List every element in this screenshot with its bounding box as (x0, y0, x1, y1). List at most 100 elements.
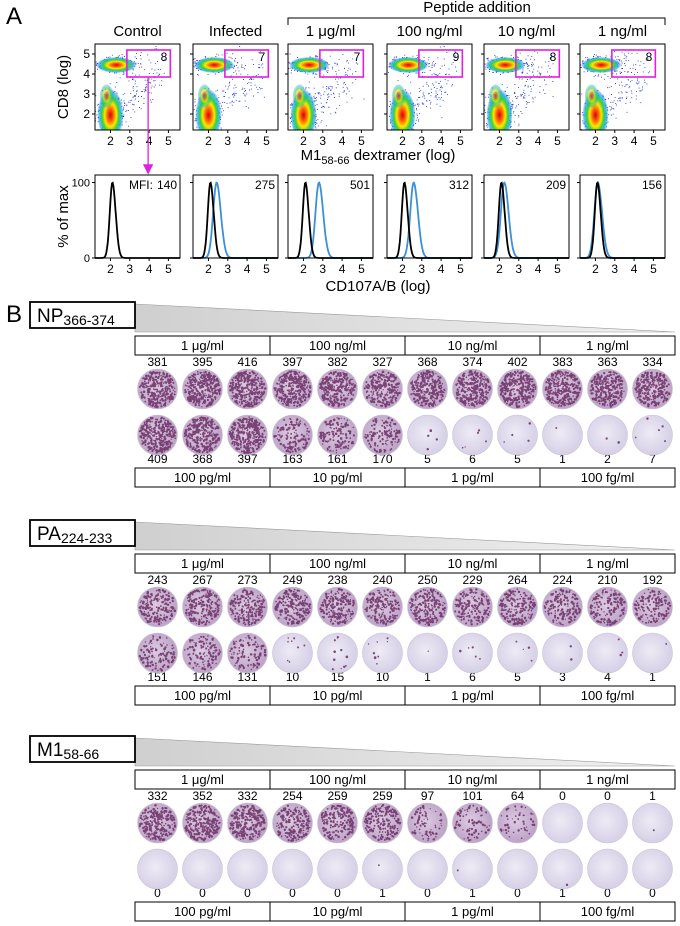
elispot-well (497, 632, 538, 674)
spot-count: 334 (642, 355, 662, 369)
elispot-spots (229, 588, 266, 626)
concentration-label: 10 ng/ml (448, 772, 498, 787)
column-title: 1 μg/ml (306, 23, 356, 40)
x-tick-label: 2 (399, 134, 406, 148)
elispot-well (542, 802, 583, 844)
elispot-well (632, 632, 673, 674)
panel-label: B (6, 301, 22, 328)
elispot-spots (455, 370, 492, 408)
elispot-well (542, 586, 583, 628)
spot-count: 4 (604, 670, 611, 684)
elispot-spots (499, 805, 536, 840)
density-cluster (485, 57, 526, 73)
elispot-spots (273, 417, 311, 454)
spot-count: 381 (147, 355, 167, 369)
concentration-label: 1 pg/ml (451, 470, 494, 485)
histogram-curve (95, 181, 180, 259)
elispot-well (497, 848, 538, 890)
y-tick-label: 4 (83, 67, 90, 81)
elispot-well (587, 802, 628, 844)
elispot-well (317, 848, 358, 890)
group-label: Peptide addition (423, 0, 531, 16)
y-axis-label: % of max (55, 185, 72, 248)
elispot-spots (183, 635, 222, 671)
elispot-well (542, 632, 583, 674)
spot-count: 0 (199, 886, 206, 900)
spot-count: 1 (469, 886, 476, 900)
concentration-label: 100 fg/ml (581, 688, 635, 703)
gate-percent: 8 (161, 50, 168, 64)
elispot-spots (138, 804, 177, 842)
peptide-box (29, 301, 136, 329)
elispot-spots (184, 804, 221, 842)
elispot-well (542, 848, 583, 890)
x-tick-label: 5 (165, 134, 172, 148)
elispot-spots (634, 371, 671, 408)
x-tick-label: 4 (146, 134, 153, 148)
spot-count: 163 (282, 452, 302, 466)
plot-frame (483, 174, 570, 259)
spot-count: 97 (421, 789, 435, 803)
x-tick-label: 4 (339, 262, 346, 276)
elispot-spots (363, 370, 401, 408)
spot-count: 243 (147, 573, 167, 587)
density-cluster (488, 84, 503, 108)
mfi-label: 501 (350, 178, 370, 192)
elispot-well (587, 414, 628, 456)
elispot-spots (320, 804, 356, 841)
spot-count: 0 (424, 886, 431, 900)
gate-percent: 8 (550, 50, 557, 64)
elispot-spots (605, 437, 620, 444)
mfi-value: 156 (642, 178, 662, 192)
concentration-label: 10 ng/ml (448, 338, 498, 353)
peptide-main: NP (37, 306, 63, 327)
x-tick-label: 5 (263, 262, 270, 276)
elispot-spots (363, 803, 402, 842)
elispot-well (632, 848, 673, 890)
spot-count: 397 (282, 355, 302, 369)
spot-count: 352 (192, 789, 212, 803)
spot-count: 6 (469, 452, 476, 466)
density-cluster (289, 57, 330, 73)
spot-count: 332 (237, 789, 257, 803)
x-axis-label-sub: 58-66 (321, 155, 349, 167)
elispot-spots (229, 634, 267, 671)
concentration-label: 1 pg/ml (451, 688, 494, 703)
spot-count: 0 (334, 886, 341, 900)
histogram-curve (387, 181, 472, 259)
spot-count: 402 (507, 355, 527, 369)
density-cluster (292, 84, 307, 108)
spot-count: 7 (649, 452, 656, 466)
dot-plot-density (193, 46, 265, 130)
elispot-well (182, 848, 223, 890)
elispot-spots (276, 804, 311, 842)
x-tick-label: 2 (205, 262, 212, 276)
column-title: 100 ng/ml (397, 23, 463, 40)
spot-count: 374 (462, 355, 482, 369)
mfi-label: 312 (449, 178, 469, 192)
elispot-spots (319, 587, 356, 625)
x-axis-label: CD107A/B (log) (325, 278, 430, 295)
spot-count: 254 (282, 789, 302, 803)
spot-count: 273 (237, 573, 257, 587)
x-tick-label: 3 (319, 262, 326, 276)
x-tick-label: 2 (205, 134, 212, 148)
elispot-spots (410, 370, 446, 408)
x-tick-label: 3 (418, 262, 425, 276)
x-tick-label: 5 (554, 134, 561, 148)
spot-count: 368 (192, 452, 212, 466)
elispot-spots (454, 804, 491, 842)
plot-frame (287, 174, 374, 259)
spot-count: 368 (417, 355, 437, 369)
mfi-label: 275 (255, 178, 275, 192)
concentration-label: 100 pg/ml (174, 470, 231, 485)
spot-count: 192 (642, 573, 662, 587)
plot-frame (94, 43, 181, 131)
y-tick-label: 2 (83, 107, 90, 121)
elispot-spots (364, 417, 401, 453)
elispot-spots (138, 416, 177, 454)
column-title: Infected (209, 23, 262, 40)
gate-percent: 9 (453, 50, 460, 64)
x-tick-label: 5 (457, 262, 464, 276)
